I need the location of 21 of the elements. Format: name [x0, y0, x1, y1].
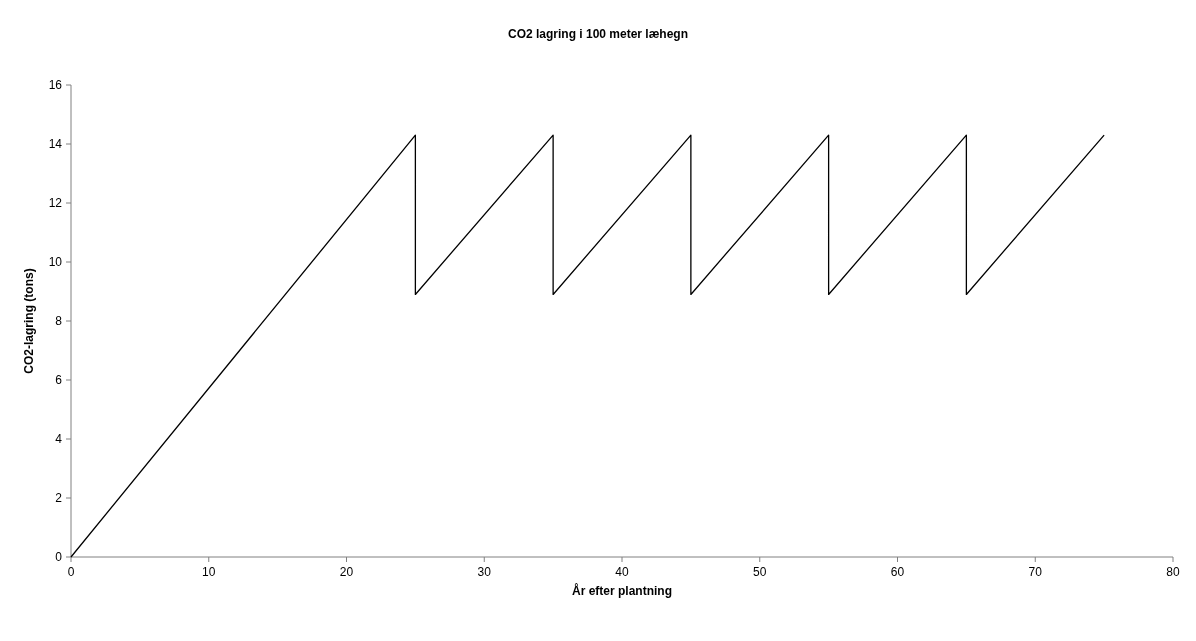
x-tick-label: 50: [753, 565, 767, 579]
x-tick-label: 80: [1166, 565, 1180, 579]
x-tick-label: 30: [477, 565, 492, 579]
y-tick-label: 4: [55, 432, 63, 446]
y-tick-label: 0: [55, 550, 63, 564]
x-tick-label: 40: [615, 565, 629, 579]
x-tick-label: 70: [1028, 565, 1043, 579]
x-tick-label: 20: [339, 565, 354, 579]
x-axis-title: År efter plantning: [571, 583, 673, 598]
x-tick-label: 10: [202, 565, 216, 579]
y-tick-label: 14: [48, 137, 63, 151]
y-tick-label: 16: [48, 78, 63, 92]
y-tick-label: 6: [55, 373, 63, 387]
y-tick-label: 2: [55, 491, 63, 505]
y-tick-label: 8: [55, 314, 63, 328]
y-tick-label: 12: [48, 196, 63, 210]
chart-title: CO2 lagring i 100 meter læhegn: [507, 27, 689, 41]
y-tick-label: 10: [48, 255, 63, 269]
x-tick-label: 60: [890, 565, 905, 579]
y-axis-title: CO2-lagring (tons): [22, 268, 36, 374]
x-tick-label: 0: [67, 565, 75, 579]
